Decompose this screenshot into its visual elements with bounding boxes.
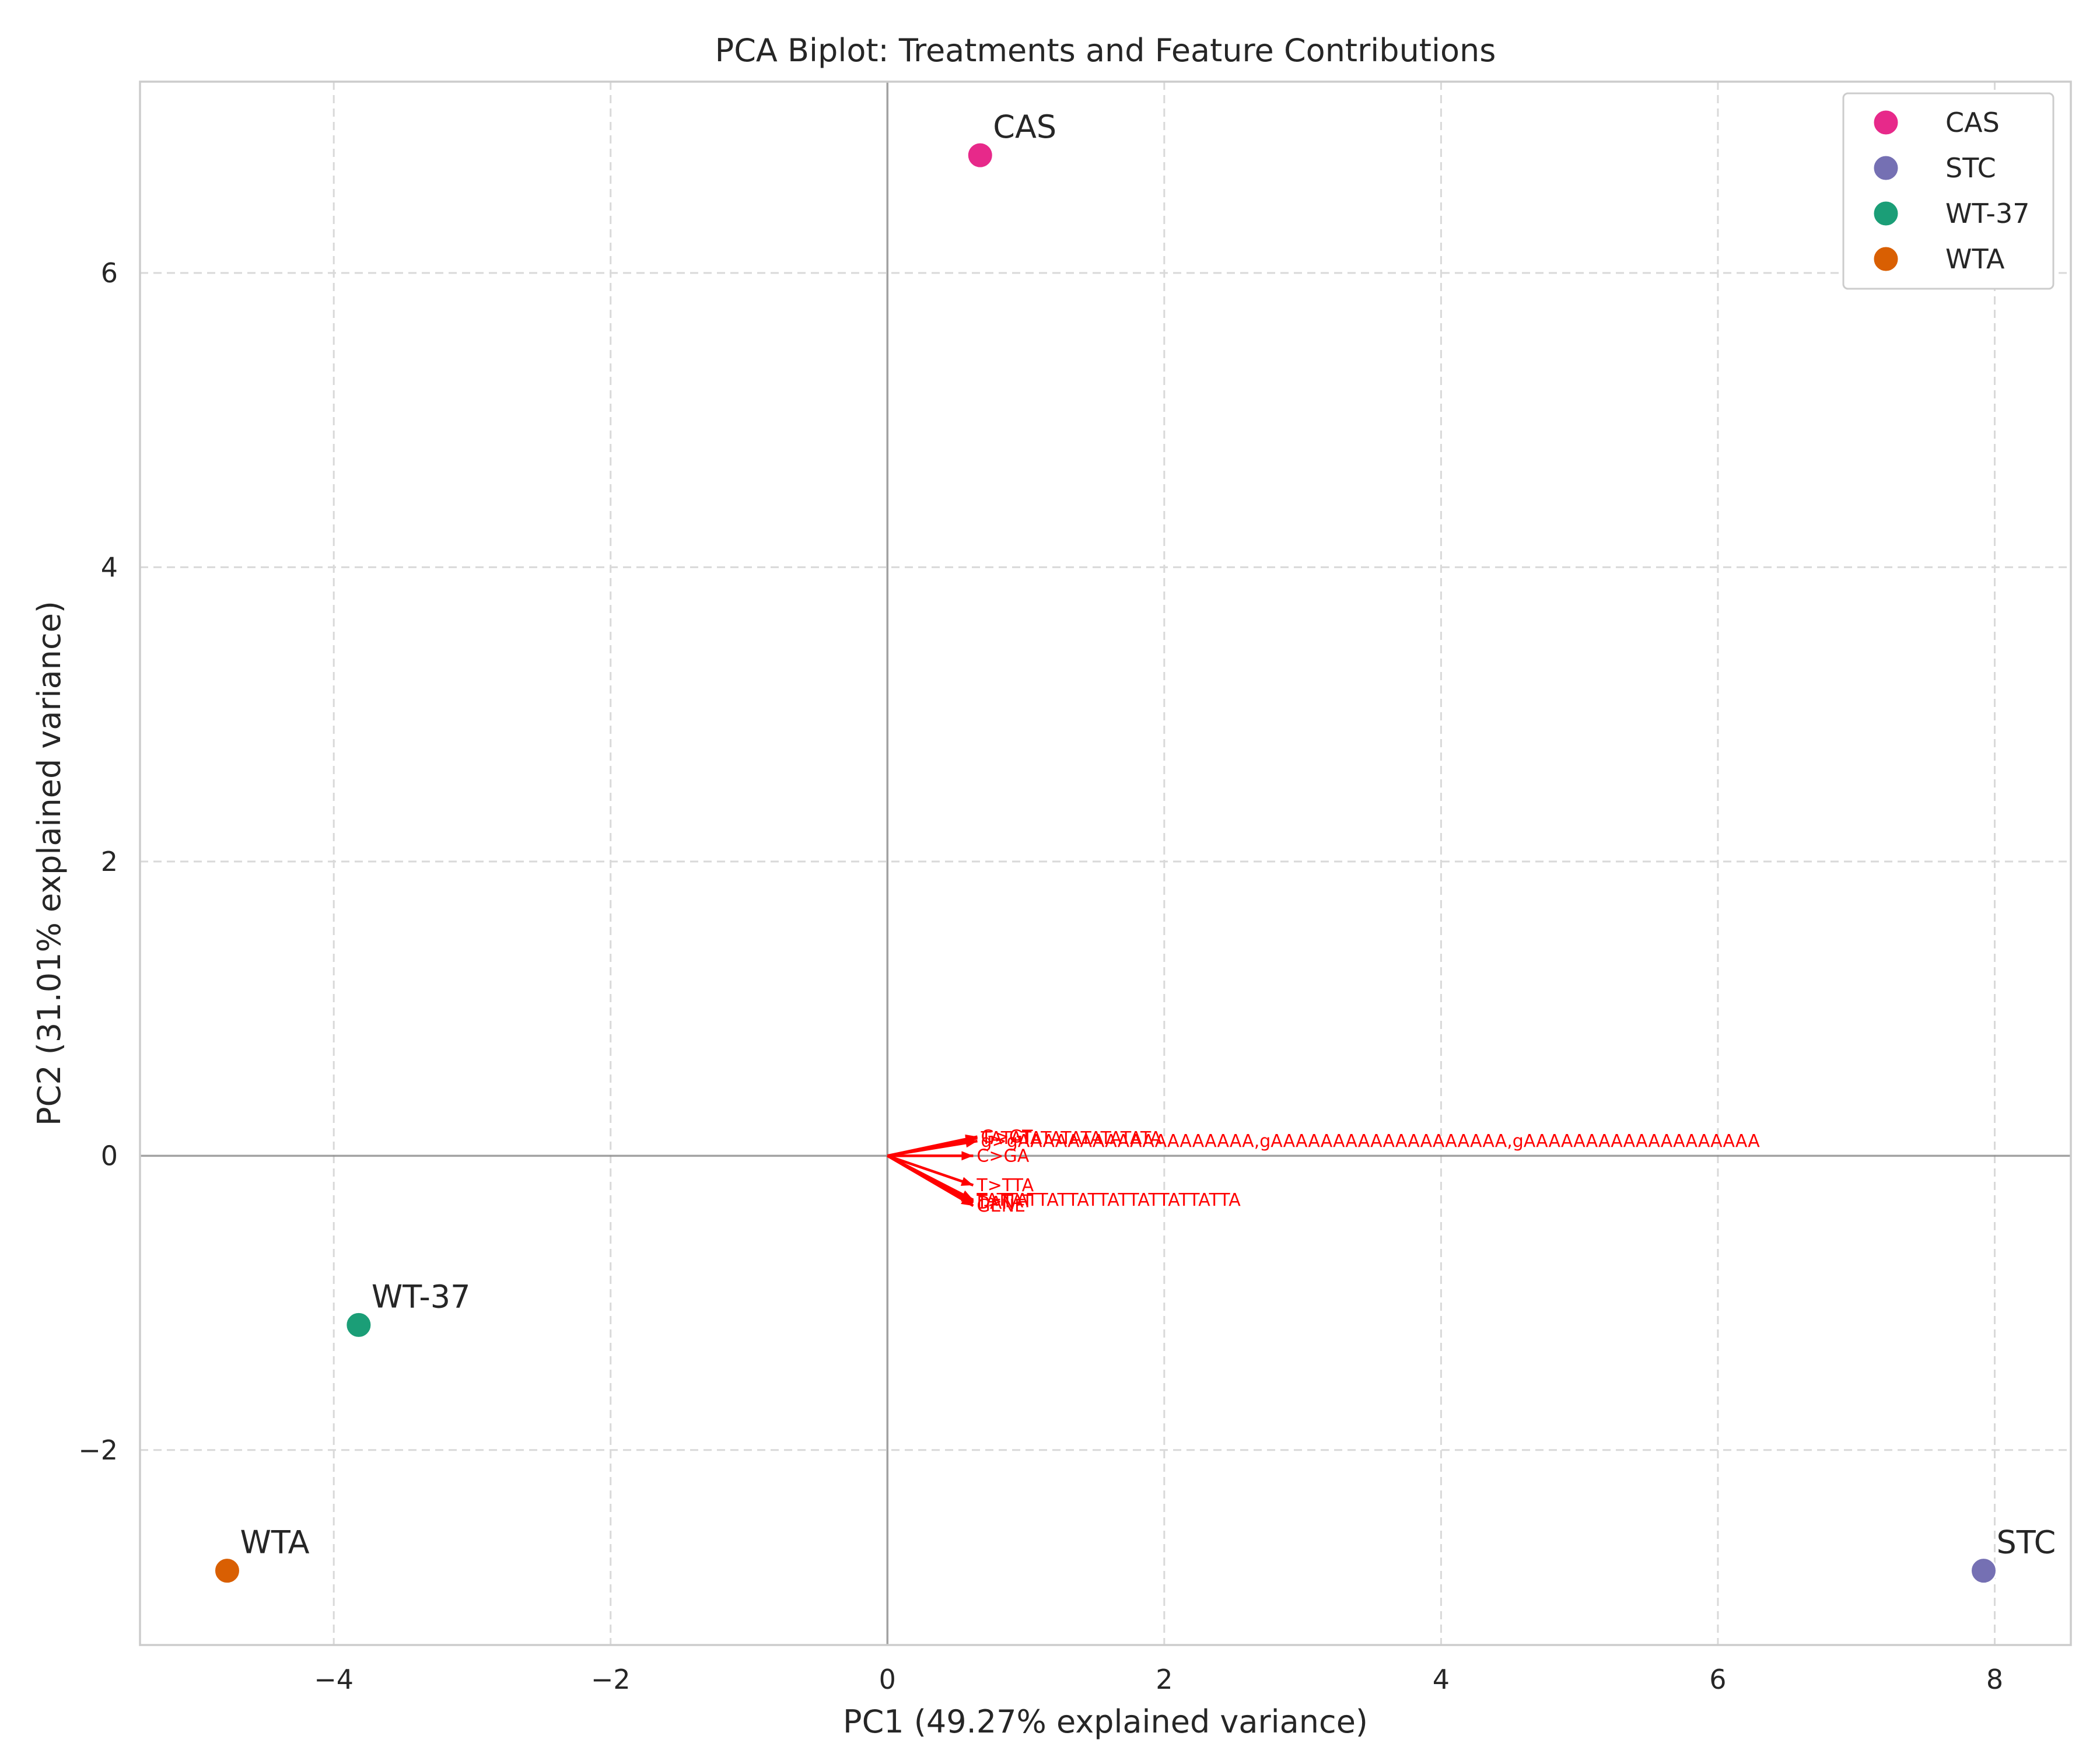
x-tick-label: 0 [879,1664,896,1695]
y-tick-label: 2 [101,846,118,877]
point-wt-37 [345,1311,373,1339]
loading-label: GENE [977,1196,1026,1216]
loading-arrow: T>TTA [887,1154,1034,1196]
x-tick-label: 8 [1986,1664,2003,1695]
point-label: WTA [240,1524,309,1561]
loading-arrow-shaft [887,1154,974,1203]
loading-arrow-head [961,1196,974,1206]
loading-arrow-head [961,1151,974,1161]
loading-arrow-head [965,1134,978,1144]
loading-label: G>GT [981,1127,1034,1147]
grid [140,82,2071,1645]
legend-label: STC [1945,152,1996,184]
legend-item: CAS [1872,107,2000,138]
loading-arrow: T>TAT [887,1154,1033,1212]
x-tick-label: 6 [1709,1664,1726,1695]
legend-item: WT-37 [1872,198,2030,229]
point-label: STC [1997,1524,2056,1561]
x-tick-label: −4 [314,1664,354,1695]
legend-marker [1872,154,1900,182]
legend-marker [1872,200,1900,228]
x-tick-label: 4 [1433,1664,1450,1695]
loading-label: T>TAT [976,1192,1033,1212]
y-axis-label: PC2 (31.01% explained variance) [31,601,68,1126]
y-tick-label: 0 [101,1140,118,1171]
y-tick-label: 6 [101,257,118,289]
legend-label: WT-37 [1945,198,2030,229]
legend-label: CAS [1945,107,2000,138]
x-tick-label: 2 [1156,1664,1172,1695]
point-wta [213,1557,241,1585]
y-tick-label: 4 [101,551,118,583]
legend-item: WTA [1872,243,2005,275]
loading-label: T>TTA [976,1175,1034,1196]
zero-lines [140,82,2071,1645]
chart-title: PCA Biplot: Treatments and Feature Contr… [715,32,1496,69]
loading-label: C>GA [977,1146,1029,1166]
loading-vectors: C>GA T>TTATATTATTATTATTATTATTATTATTADANGE… [887,1127,1760,1216]
loading-arrow-shaft [887,1154,974,1186]
treatment-points: CAS STC WT-37 WTA [213,108,2056,1585]
point-stc [1970,1557,1998,1585]
y-axis-ticks: −2 0 2 4 6 [78,257,118,1466]
loading-label: g>gAAAAAAAAAAAAAAAAAAA,gAAAAAAAAAAAAAAAA… [981,1131,1760,1152]
x-axis-label: PC1 (49.27% explained variance) [843,1703,1368,1740]
x-axis-ticks: −4 −2 0 2 4 6 8 [314,1664,2003,1695]
legend-item: STC [1872,152,1996,184]
loading-arrow: G>GT [887,1127,1034,1157]
loading-arrow-shaft [887,1135,978,1157]
legend-label: WTA [1945,243,2005,275]
legend: CAS STC WT-37 WTA [1842,92,2054,290]
x-tick-label: −2 [591,1664,631,1695]
loading-label: TATATATATATATATATA [981,1128,1163,1149]
point-label: WT-37 [372,1278,471,1315]
loading-arrow-head [960,1177,974,1186]
loading-arrow-head [960,1192,974,1202]
loading-arrow: g>gAAAAAAAAAAAAAAAAAAA,gAAAAAAAAAAAAAAAA… [887,1131,1760,1157]
point-cas [966,141,994,169]
legend-marker [1872,245,1900,273]
legend-marker [1872,108,1900,136]
loading-arrow: C>GA [887,1146,1030,1166]
plot-frame [139,80,2072,1646]
point-label: CAS [993,108,1056,145]
y-tick-label: −2 [78,1434,118,1466]
legend-box [1842,92,2054,290]
loading-label: TATTATTATTATTATTATTATTATTA [976,1190,1241,1210]
loading-label: DAN [977,1193,1015,1213]
